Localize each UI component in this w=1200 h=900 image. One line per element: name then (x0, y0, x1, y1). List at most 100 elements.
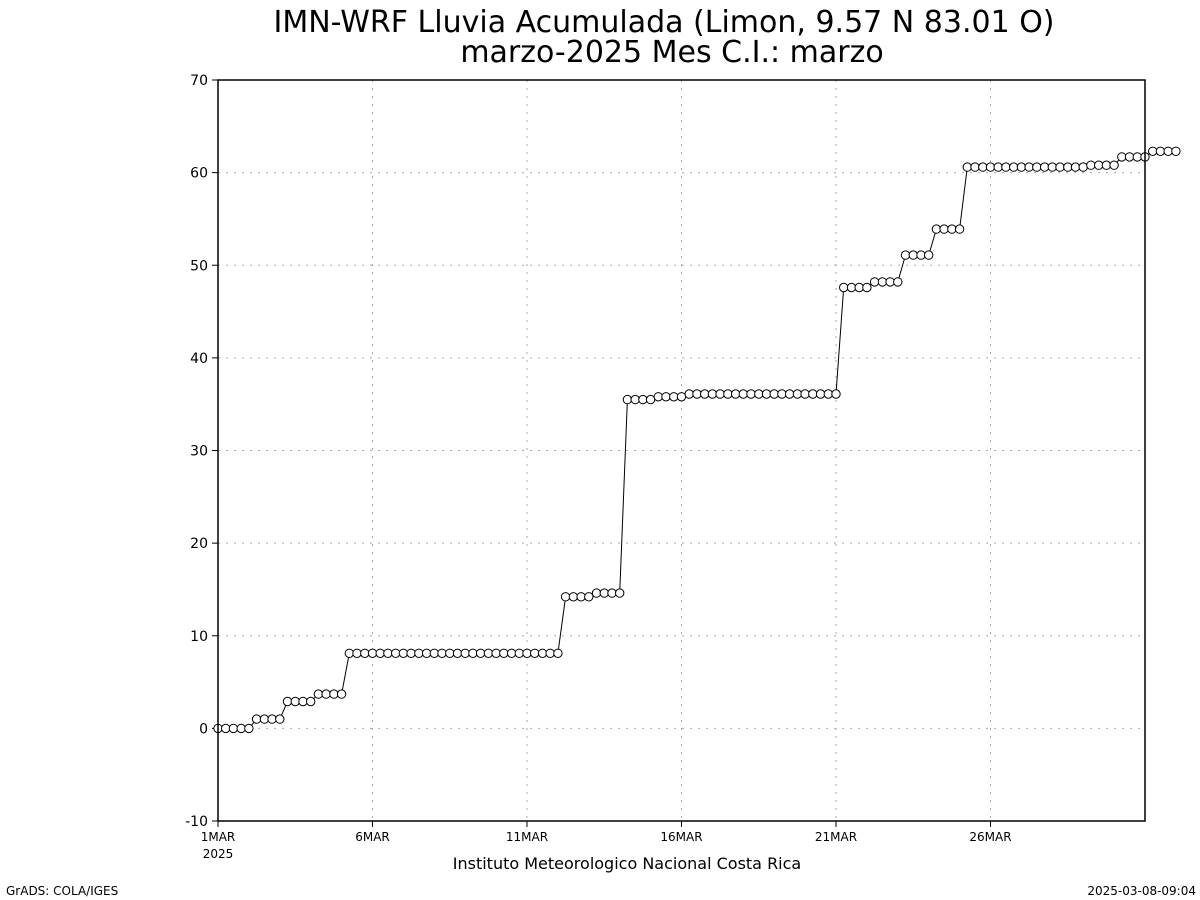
y-tick-label: 60 (190, 166, 208, 182)
data-point (800, 389, 810, 399)
data-point (908, 250, 918, 260)
data-point (1117, 152, 1127, 162)
data-point (916, 250, 926, 260)
grid-lines (218, 80, 1145, 821)
data-point (591, 588, 602, 598)
data-point (1039, 162, 1050, 172)
data-point (962, 162, 972, 172)
data-point (568, 592, 579, 602)
data-point (846, 282, 857, 293)
x-tick-label: 21MAR (815, 830, 857, 844)
data-point (831, 389, 841, 399)
chart-title: IMN-WRF Lluvia Acumulada (Limon, 9.57 N … (273, 5, 1054, 40)
data-point (622, 394, 633, 405)
data-point (1001, 162, 1011, 172)
y-tick-label: 10 (190, 629, 208, 645)
data-point (1163, 146, 1173, 157)
data-point (290, 696, 300, 707)
data-point (530, 648, 540, 658)
data-point (506, 648, 517, 658)
x-tick-label: 26MAR (969, 830, 1011, 844)
data-point (437, 648, 447, 658)
data-point (970, 162, 980, 172)
x-tick-sublabel: 2025 (203, 847, 234, 861)
data-point (1101, 160, 1112, 170)
data-point (321, 689, 331, 699)
data-point (491, 648, 501, 658)
data-point (398, 648, 409, 658)
data-point (244, 723, 254, 734)
data-point (1024, 162, 1034, 172)
data-point (615, 588, 625, 598)
data-point (1171, 146, 1181, 157)
data-point (445, 648, 455, 658)
data-point (947, 224, 957, 234)
data-point (553, 648, 563, 658)
data-point (1155, 146, 1166, 157)
data-point (429, 648, 439, 658)
data-point (931, 224, 942, 234)
data-point (1009, 162, 1019, 172)
data-point (854, 282, 864, 293)
data-point (1078, 162, 1088, 172)
data-point (251, 714, 262, 724)
y-axis: -10 0 10 20 30 40 50 60 70 (185, 73, 218, 830)
footer-right: 2025-03-08-09:04 (1087, 884, 1196, 898)
data-point (746, 389, 756, 399)
data-point (545, 648, 555, 658)
data-point (877, 277, 888, 287)
data-point (236, 723, 246, 734)
x-tick-label: 1MAR (201, 830, 236, 844)
data-point (607, 588, 617, 598)
data-point (869, 277, 880, 287)
data-point (537, 648, 548, 658)
data-point (1094, 160, 1104, 170)
data-point (1124, 152, 1135, 162)
data-point (282, 696, 293, 707)
data-point (661, 392, 671, 402)
data-point (1055, 162, 1065, 172)
data-point (560, 592, 571, 602)
data-point (700, 389, 710, 399)
data-point (221, 723, 231, 734)
x-tick-label: 11MAR (506, 830, 548, 844)
data-point (808, 389, 818, 399)
data-point (645, 394, 656, 405)
y-tick-label: -10 (185, 814, 208, 830)
data-point (978, 162, 988, 172)
data-point (483, 648, 494, 658)
y-tick-label: 20 (190, 536, 208, 552)
data-point (769, 389, 779, 399)
y-tick-label: 30 (190, 444, 208, 460)
data-point (684, 389, 694, 399)
data-point (676, 392, 687, 402)
data-point (306, 696, 316, 707)
x-tick-label: 16MAR (660, 830, 702, 844)
y-tick-label: 70 (190, 73, 208, 89)
data-point (522, 648, 532, 658)
data-point (924, 250, 934, 260)
data-point (313, 689, 324, 699)
data-point (954, 224, 965, 234)
data-point (421, 648, 432, 658)
data-point (707, 389, 718, 399)
data-point (839, 282, 849, 293)
data-point (329, 689, 339, 699)
data-point (885, 277, 895, 287)
data-point (630, 394, 640, 405)
data-point (1047, 162, 1058, 172)
data-point (738, 389, 748, 399)
data-point (452, 648, 463, 658)
data-point (499, 648, 509, 658)
series-line (213, 146, 1181, 734)
data-point (669, 392, 679, 402)
data-point (900, 250, 911, 260)
data-point (1016, 162, 1027, 172)
data-point (375, 648, 385, 658)
data-point (761, 389, 772, 399)
y-tick-label: 40 (190, 351, 208, 367)
data-point (653, 392, 663, 402)
data-point (723, 389, 733, 399)
data-point (993, 162, 1003, 172)
